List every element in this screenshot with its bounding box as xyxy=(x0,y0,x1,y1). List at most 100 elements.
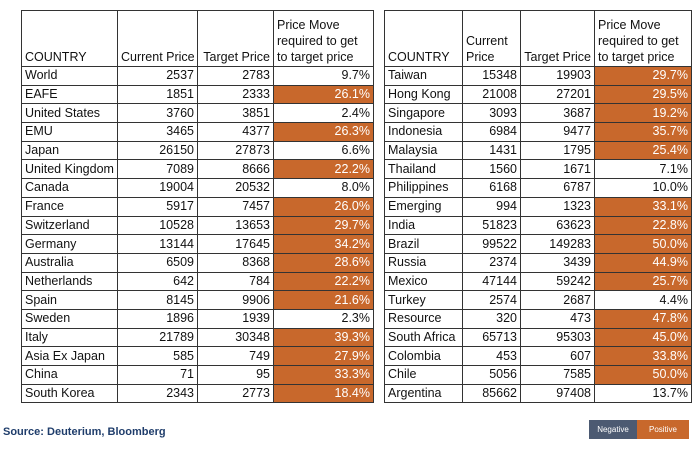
country-cell: South Korea xyxy=(21,383,118,404)
current-price-cell: 21008 xyxy=(462,84,521,105)
header-current-line: Price xyxy=(466,50,495,64)
table-row: EAFE 1851 2333 26.1% xyxy=(21,84,374,105)
table-body-right: Taiwan 15348 19903 29.7% Hong Kong 21008 27201… xyxy=(384,66,692,404)
country-cell: Indonesia xyxy=(384,122,463,142)
table-row: Taiwan 15348 19903 29.7% xyxy=(384,66,692,86)
header-price-move-line: Price Move xyxy=(598,18,661,32)
legend: Negative Positive xyxy=(589,420,689,439)
table-row: Switzerland 10528 13653 29.7% xyxy=(21,215,374,236)
price-target-table-right: COUNTRY Current Price Target Price Price… xyxy=(384,10,692,404)
country-cell: Emerging xyxy=(384,196,463,217)
price-move-cell: 18.4% xyxy=(273,383,374,404)
current-price-cell: 6509 xyxy=(117,252,198,273)
target-price-cell: 1323 xyxy=(520,196,595,217)
header-target-price: Target Price xyxy=(520,10,595,67)
country-cell: Colombia xyxy=(384,346,463,366)
target-price-cell: 95 xyxy=(197,365,274,385)
current-price-cell: 2574 xyxy=(462,290,521,310)
current-price-cell: 21789 xyxy=(117,327,198,348)
header-country: COUNTRY xyxy=(384,10,463,67)
current-price-cell: 3760 xyxy=(117,103,198,124)
target-price-cell: 749 xyxy=(197,346,274,366)
price-move-cell: 39.3% xyxy=(273,327,374,348)
country-cell: EMU xyxy=(21,122,118,142)
table-row: Argentina 85662 97408 13.7% xyxy=(384,383,692,404)
header-target-price: Target Price xyxy=(197,10,274,67)
table-row: EMU 3465 4377 26.3% xyxy=(21,122,374,142)
price-move-cell: 34.2% xyxy=(273,234,374,254)
country-cell: Spain xyxy=(21,290,118,310)
price-move-cell: 26.0% xyxy=(273,196,374,217)
current-price-cell: 2537 xyxy=(117,66,198,86)
target-price-cell: 607 xyxy=(520,346,595,366)
price-target-table-left: COUNTRY Current Price Target Price Price… xyxy=(21,10,374,404)
table-row: Turkey 2574 2687 4.4% xyxy=(384,290,692,310)
country-cell: Netherlands xyxy=(21,271,118,292)
current-price-cell: 10528 xyxy=(117,215,198,236)
header-price-move: Price Move required to get to target pri… xyxy=(273,10,374,67)
table-row: Resource 320 473 47.8% xyxy=(384,308,692,329)
header-row: COUNTRY Current Price Target Price Price… xyxy=(384,10,692,67)
country-cell: Italy xyxy=(21,327,118,348)
price-move-cell: 22.2% xyxy=(273,159,374,180)
current-price-cell: 585 xyxy=(117,346,198,366)
price-move-cell: 6.6% xyxy=(273,140,374,161)
country-cell: Australia xyxy=(21,252,118,273)
table-row: Germany 13144 17645 34.2% xyxy=(21,234,374,254)
header-country: COUNTRY xyxy=(21,10,118,67)
price-move-cell: 22.2% xyxy=(273,271,374,292)
target-price-cell: 2687 xyxy=(520,290,595,310)
target-price-cell: 13653 xyxy=(197,215,274,236)
current-price-cell: 13144 xyxy=(117,234,198,254)
legend-positive: Positive xyxy=(637,420,689,439)
price-move-cell: 47.8% xyxy=(594,308,692,329)
current-price-cell: 26150 xyxy=(117,140,198,161)
country-cell: Hong Kong xyxy=(384,84,463,105)
header-current-price: Current Price xyxy=(117,10,198,67)
price-move-cell: 26.3% xyxy=(273,122,374,142)
table-row: Italy 21789 30348 39.3% xyxy=(21,327,374,348)
target-price-cell: 3851 xyxy=(197,103,274,124)
table-row: Thailand 1560 1671 7.1% xyxy=(384,159,692,180)
country-cell: EAFE xyxy=(21,84,118,105)
country-cell: Philippines xyxy=(384,178,463,198)
table-row: South Korea 2343 2773 18.4% xyxy=(21,383,374,404)
country-cell: Canada xyxy=(21,178,118,198)
current-price-cell: 15348 xyxy=(462,66,521,86)
price-move-cell: 29.7% xyxy=(594,66,692,86)
target-price-cell: 473 xyxy=(520,308,595,329)
country-cell: Malaysia xyxy=(384,140,463,161)
target-price-cell: 19903 xyxy=(520,66,595,86)
price-move-cell: 13.7% xyxy=(594,383,692,404)
current-price-cell: 5917 xyxy=(117,196,198,217)
target-price-cell: 1671 xyxy=(520,159,595,180)
current-price-cell: 320 xyxy=(462,308,521,329)
country-cell: Brazil xyxy=(384,234,463,254)
target-price-cell: 63623 xyxy=(520,215,595,236)
price-move-cell: 29.5% xyxy=(594,84,692,105)
table-row: Emerging 994 1323 33.1% xyxy=(384,196,692,217)
country-cell: India xyxy=(384,215,463,236)
table-row: India 51823 63623 22.8% xyxy=(384,215,692,236)
country-cell: Japan xyxy=(21,140,118,161)
target-price-cell: 2783 xyxy=(197,66,274,86)
country-cell: Asia Ex Japan xyxy=(21,346,118,366)
table-row: France 5917 7457 26.0% xyxy=(21,196,374,217)
current-price-cell: 51823 xyxy=(462,215,521,236)
header-price-move: Price Move required to get to target pri… xyxy=(594,10,692,67)
table-row: Singapore 3093 3687 19.2% xyxy=(384,103,692,124)
header-price-move-line: to target price xyxy=(277,50,354,64)
price-move-cell: 2.4% xyxy=(273,103,374,124)
current-price-cell: 7089 xyxy=(117,159,198,180)
target-price-cell: 2773 xyxy=(197,383,274,404)
country-cell: South Africa xyxy=(384,327,463,348)
current-price-cell: 1851 xyxy=(117,84,198,105)
target-price-cell: 7457 xyxy=(197,196,274,217)
current-price-cell: 1896 xyxy=(117,308,198,329)
target-price-cell: 27873 xyxy=(197,140,274,161)
price-move-cell: 44.9% xyxy=(594,252,692,273)
country-cell: Taiwan xyxy=(384,66,463,86)
price-move-cell: 22.8% xyxy=(594,215,692,236)
target-price-cell: 3687 xyxy=(520,103,595,124)
price-move-cell: 35.7% xyxy=(594,122,692,142)
